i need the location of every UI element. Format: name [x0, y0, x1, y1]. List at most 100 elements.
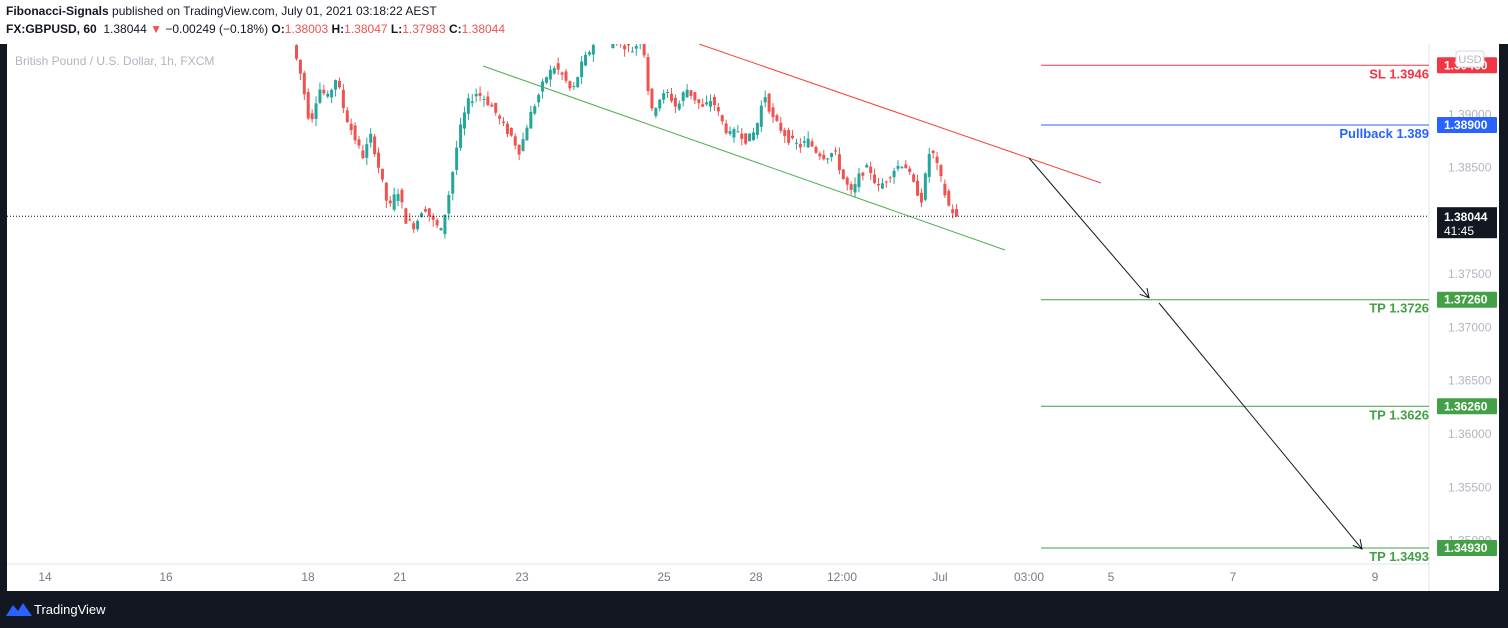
- candle: [705, 95, 709, 107]
- currency-badge[interactable]: USD: [1455, 50, 1485, 68]
- candle-body: [525, 127, 529, 141]
- candle-body: [572, 85, 576, 87]
- target-arrow-1[interactable]: [1028, 157, 1149, 298]
- price-tag-bg: [1437, 540, 1497, 557]
- price-tick-label: 1.37500: [1448, 267, 1492, 281]
- candle-body: [627, 44, 630, 46]
- candle-body: [400, 189, 404, 203]
- candle-body: [845, 177, 849, 185]
- candle: [908, 165, 912, 176]
- candle: [529, 105, 533, 129]
- publisher-name[interactable]: Fibonacci-Signals: [6, 4, 109, 18]
- chart-area[interactable]: British Pound / U.S. Dollar, 1h, FXCM SL…: [7, 44, 1499, 591]
- candle-body: [830, 153, 834, 158]
- candle: [584, 51, 588, 67]
- candle: [486, 91, 490, 107]
- candle-body: [751, 132, 755, 141]
- candle: [302, 70, 306, 100]
- candle: [744, 133, 748, 146]
- candle-body: [314, 103, 318, 119]
- candle: [482, 95, 486, 107]
- candle-body: [306, 92, 310, 119]
- candle-body: [630, 51, 634, 53]
- candle-body: [720, 115, 724, 122]
- last-price: 1.38044: [103, 22, 147, 36]
- candle-body: [349, 123, 353, 131]
- candle: [564, 68, 568, 84]
- candle-body: [478, 93, 482, 96]
- pullback-price-tag[interactable]: 1.38900: [1437, 116, 1497, 133]
- price-tick-label: 1.37000: [1448, 320, 1492, 334]
- time-tick-label: 21: [393, 570, 407, 584]
- candle: [857, 168, 861, 193]
- candle: [677, 100, 681, 112]
- candle: [943, 179, 947, 198]
- candle: [580, 55, 584, 85]
- bar-countdown: 41:45: [1444, 224, 1474, 238]
- candle-body: [564, 71, 568, 81]
- target-arrow-2[interactable]: [1158, 302, 1362, 549]
- time-axis[interactable]: 14 16 18 21 23 25 28 12:00 Jul 03:00 5 7 9: [38, 570, 1378, 584]
- candle-body: [658, 99, 662, 109]
- candle-body: [322, 89, 326, 94]
- candle-body: [888, 177, 892, 179]
- candle-body: [295, 45, 298, 59]
- ohlc-bar: FX:GBPUSD, 60 1.38044 ▼ −0.00249 (−0.18%…: [6, 22, 505, 36]
- candle-body: [677, 103, 681, 110]
- brand-name[interactable]: TradingView: [34, 602, 106, 617]
- candle-body: [736, 131, 740, 133]
- candle: [787, 127, 791, 146]
- candle: [310, 109, 314, 123]
- price-chart[interactable]: British Pound / U.S. Dollar, 1h, FXCM SL…: [7, 44, 1499, 591]
- price-axis[interactable]: 1.390001.385001.375001.370001.365001.360…: [1437, 57, 1497, 557]
- candle: [693, 91, 697, 105]
- candle: [494, 102, 498, 116]
- candle: [880, 178, 884, 190]
- candle-body: [435, 220, 439, 226]
- candle-body: [927, 153, 931, 177]
- candle: [947, 188, 951, 207]
- candle: [701, 98, 705, 108]
- candle-body: [369, 133, 373, 143]
- candle-body: [826, 158, 830, 160]
- candle: [892, 167, 896, 184]
- candle: [318, 82, 322, 105]
- candle-body: [298, 59, 302, 74]
- candle: [900, 165, 904, 170]
- symbol-label[interactable]: FX:GBPUSD, 60: [6, 22, 97, 36]
- close-value: 1.38044: [461, 22, 506, 36]
- tradingview-logo-icon[interactable]: [6, 601, 32, 617]
- candle-body: [302, 72, 306, 95]
- candle: [806, 131, 810, 149]
- candle-body: [939, 165, 943, 177]
- candle: [814, 145, 818, 154]
- candle: [919, 188, 923, 208]
- candle-body: [373, 136, 377, 155]
- candle-body: [326, 93, 330, 97]
- candle-body: [529, 111, 533, 129]
- candle: [408, 213, 412, 222]
- candle: [462, 106, 466, 136]
- candle: [818, 151, 822, 160]
- candle-body: [310, 113, 314, 120]
- time-tick-label: Jul: [932, 570, 947, 584]
- tp-price-tag[interactable]: 1.34930: [1437, 540, 1497, 557]
- candle-body: [419, 213, 423, 218]
- candle-body: [810, 141, 814, 147]
- candle: [837, 147, 841, 175]
- candle-body: [330, 89, 334, 98]
- channel-upper-line[interactable]: [698, 44, 1102, 184]
- candle-body: [853, 184, 857, 193]
- tp-price-tag[interactable]: 1.37260: [1437, 291, 1497, 308]
- candle-body: [908, 168, 912, 173]
- time-tick-label: 5: [1108, 570, 1115, 584]
- tp-price-tag[interactable]: 1.36260: [1437, 398, 1497, 415]
- candle-body: [451, 172, 455, 194]
- candle-body: [701, 104, 705, 107]
- candle: [306, 88, 310, 121]
- candle-body: [568, 81, 572, 89]
- channel-lower-line[interactable]: [482, 65, 1006, 251]
- drawings[interactable]: SL 1.3946 Pullback 1.389 TP 1.3726 TP 1.362…: [7, 44, 1429, 564]
- price-tag-label: 1.34930: [1444, 541, 1488, 555]
